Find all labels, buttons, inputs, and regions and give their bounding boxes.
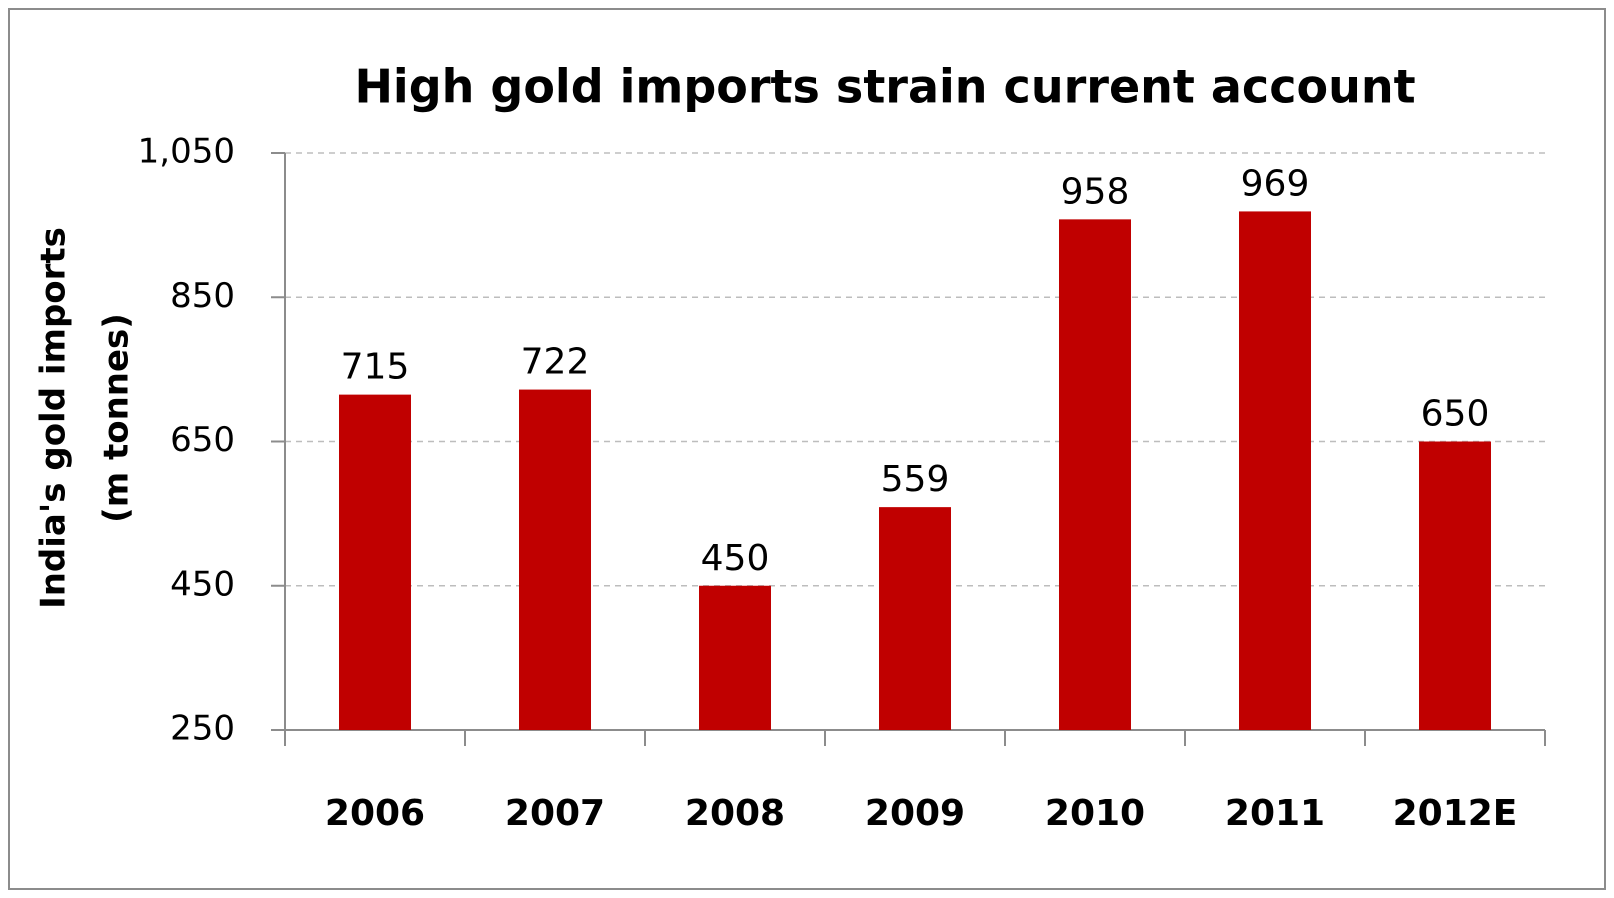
chart-border [8, 8, 1606, 890]
data-label: 450 [701, 538, 770, 579]
data-label: 958 [1061, 171, 1130, 212]
bar [519, 389, 591, 730]
data-label: 722 [521, 342, 590, 383]
y-axis-label: (m tonnes) [97, 313, 137, 523]
bar [339, 394, 411, 730]
bar [879, 507, 951, 730]
x-tick-label: 2010 [1045, 793, 1145, 834]
x-tick-label: 2011 [1225, 793, 1325, 834]
chart-title: High gold imports strain current account [354, 60, 1415, 114]
y-axis-label: India's gold imports [34, 227, 74, 609]
x-tick-label: 2008 [685, 793, 785, 834]
data-label: 559 [881, 459, 950, 500]
bar [1419, 441, 1491, 730]
data-label: 715 [341, 347, 410, 388]
bar [1239, 211, 1311, 730]
x-tick-label: 2007 [505, 793, 605, 834]
y-tick-label: 450 [170, 564, 235, 604]
x-tick-label: 2009 [865, 793, 965, 834]
x-tick-label: 2006 [325, 793, 425, 834]
y-tick-label: 1,050 [138, 132, 235, 172]
x-tick-label: 2012E [1393, 793, 1518, 834]
y-tick-label: 850 [170, 276, 235, 316]
data-label: 969 [1241, 163, 1310, 204]
bar [699, 585, 771, 730]
y-tick-label: 250 [170, 709, 235, 749]
bar [1059, 219, 1131, 731]
y-tick-label: 650 [170, 420, 235, 460]
data-label: 650 [1421, 394, 1490, 435]
